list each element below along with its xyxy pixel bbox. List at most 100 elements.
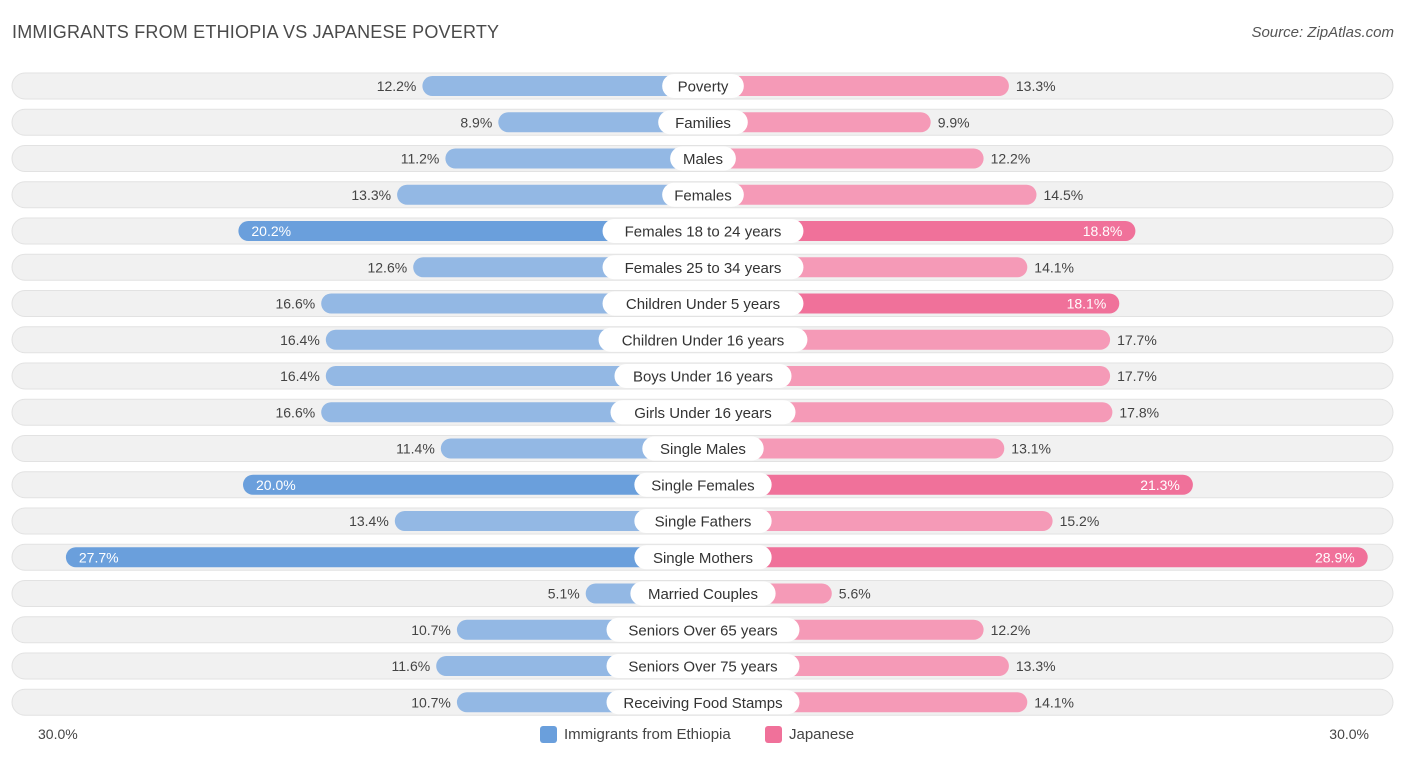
axis-label-right: 30.0% [1329, 726, 1369, 742]
bar-japanese [703, 402, 1113, 423]
value-label-ethiopia: 13.3% [351, 187, 391, 203]
chart-row: 20.0% 21.3% Single Females [11, 471, 1394, 499]
category-label-background [630, 581, 776, 606]
value-label-ethiopia: 12.2% [377, 78, 417, 94]
chart-row: 27.7% 28.9% Single Mothers [11, 543, 1394, 571]
bar-japanese [703, 293, 1120, 314]
bar-ethiopia [422, 76, 703, 96]
value-label-japanese: 14.5% [1044, 187, 1084, 203]
bar-japanese [703, 474, 1193, 495]
bar-japanese [703, 511, 1053, 531]
value-label-japanese: 13.3% [1016, 78, 1056, 94]
category-label: Receiving Food Stamps [623, 695, 782, 712]
value-label-ethiopia: 10.7% [411, 622, 451, 638]
bar-ethiopia [238, 221, 703, 241]
value-label-ethiopia: 5.1% [548, 586, 580, 602]
value-label-japanese: 28.9% [1315, 549, 1355, 565]
category-label: Single Fathers [655, 514, 752, 531]
value-label-japanese: 13.1% [1011, 441, 1051, 457]
category-label-background [662, 74, 744, 98]
category-label-background [658, 110, 748, 135]
bar-japanese [703, 366, 1111, 386]
value-label-ethiopia: 16.4% [280, 368, 320, 384]
legend: Immigrants from Ethiopia Japanese [540, 726, 854, 743]
category-label-background [642, 436, 764, 461]
category-label-background [634, 545, 772, 570]
value-label-ethiopia: 11.4% [396, 441, 435, 457]
value-label-ethiopia: 27.7% [79, 549, 119, 565]
category-label: Children Under 16 years [622, 332, 785, 349]
category-label: Families [675, 115, 731, 132]
chart-row: 11.4% 13.1% Single Males [11, 435, 1394, 462]
category-label-background [634, 472, 772, 497]
value-label-japanese: 12.2% [991, 622, 1031, 638]
category-label-background [598, 327, 808, 352]
category-label: Females 25 to 34 years [625, 260, 782, 277]
category-label: Males [683, 151, 723, 168]
category-label-background [606, 617, 800, 642]
bar-japanese [703, 221, 1136, 241]
value-label-japanese: 18.8% [1083, 223, 1123, 239]
value-label-japanese: 12.2% [991, 151, 1031, 167]
legend-label-ethiopia: Immigrants from Ethiopia [564, 726, 731, 743]
category-label: Females 18 to 24 years [625, 224, 782, 241]
category-label: Females [674, 187, 732, 204]
bar-ethiopia [394, 511, 703, 531]
category-label-background [602, 219, 804, 243]
category-label-background [614, 364, 792, 388]
chart-row: 13.3% 14.5% Females [11, 181, 1394, 209]
bar-ethiopia [65, 547, 703, 568]
category-label-background [662, 182, 744, 207]
value-label-ethiopia: 12.6% [367, 259, 407, 275]
value-label-japanese: 5.6% [839, 586, 871, 602]
category-label: Children Under 5 years [626, 296, 780, 313]
value-label-ethiopia: 16.4% [280, 332, 320, 348]
chart-row: 11.6% 13.3% Seniors Over 75 years [11, 652, 1394, 680]
category-label-background [634, 509, 772, 533]
category-label-background [670, 146, 736, 171]
chart-row: 16.6% 17.8% Girls Under 16 years [11, 398, 1394, 426]
category-label: Single Males [660, 441, 746, 458]
axis-label-left: 30.0% [38, 726, 78, 742]
value-label-ethiopia: 11.2% [401, 151, 440, 167]
value-label-japanese: 9.9% [938, 114, 970, 130]
value-label-japanese: 18.1% [1067, 296, 1107, 312]
value-label-japanese: 17.7% [1117, 368, 1157, 384]
value-label-japanese: 21.3% [1140, 477, 1180, 493]
value-label-japanese: 17.7% [1117, 332, 1157, 348]
chart-row: 5.1% 5.6% Married Couples [11, 580, 1394, 607]
bar-ethiopia [325, 366, 703, 386]
bar-japanese [703, 76, 1009, 96]
bar-ethiopia [445, 148, 703, 169]
value-label-ethiopia: 8.9% [460, 114, 492, 130]
category-label-background [610, 400, 796, 425]
category-label-background [602, 291, 804, 316]
chart-row: 13.4% 15.2% Single Fathers [11, 507, 1394, 535]
category-label: Girls Under 16 years [634, 405, 772, 422]
bar-japanese [703, 148, 984, 169]
value-label-ethiopia: 13.4% [349, 513, 389, 529]
chart-row: 10.7% 12.2% Seniors Over 65 years [11, 616, 1394, 644]
category-label: Single Mothers [653, 550, 753, 567]
legend-swatch-japanese [765, 726, 782, 743]
bar-ethiopia [397, 184, 703, 205]
value-label-ethiopia: 20.0% [256, 477, 296, 493]
chart-row: 20.2% 18.8% Females 18 to 24 years [11, 217, 1394, 245]
category-label-background [602, 255, 804, 280]
category-label-background [606, 690, 800, 715]
chart-source: Source: ZipAtlas.com [1251, 24, 1394, 41]
chart-row: 12.6% 14.1% Females 25 to 34 years [11, 253, 1394, 281]
legend-swatch-ethiopia [540, 726, 557, 743]
chart-row: 16.6% 18.1% Children Under 5 years [11, 290, 1394, 317]
bar-ethiopia [321, 402, 703, 423]
value-label-ethiopia: 20.2% [251, 223, 291, 239]
value-label-ethiopia: 16.6% [275, 404, 315, 420]
bar-japanese [703, 438, 1005, 459]
value-label-japanese: 14.1% [1034, 694, 1074, 710]
bar-japanese [703, 112, 931, 133]
chart-row: 16.4% 17.7% Boys Under 16 years [11, 362, 1394, 390]
value-label-japanese: 14.1% [1034, 259, 1074, 275]
category-label: Married Couples [648, 586, 758, 603]
category-label: Poverty [678, 79, 729, 96]
chart-title: IMMIGRANTS FROM ETHIOPIA VS JAPANESE POV… [12, 22, 500, 42]
